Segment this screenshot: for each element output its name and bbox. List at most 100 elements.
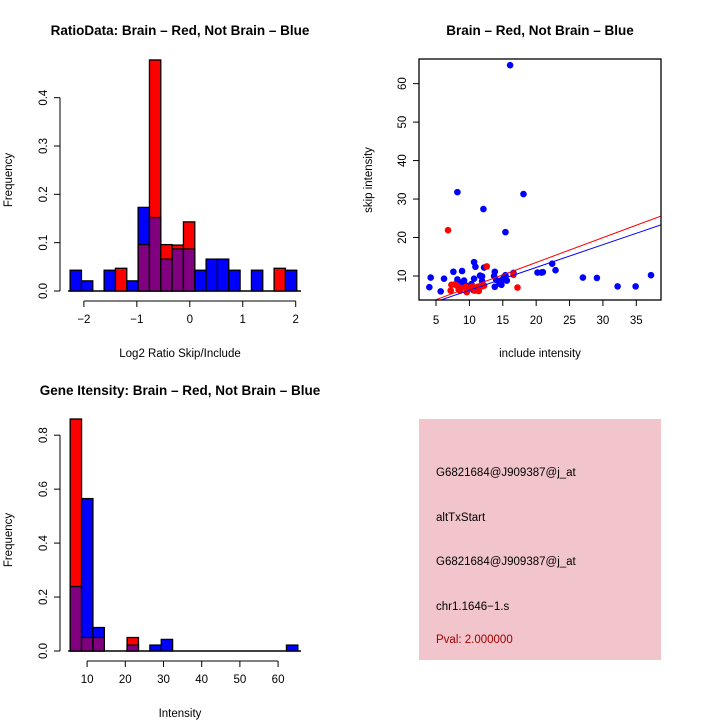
point-not-brain: [520, 190, 527, 198]
fit-line-brain: [435, 215, 661, 300]
bar-not-brain: [250, 269, 264, 292]
x-tick-label: 20: [530, 315, 543, 327]
info-panel: G6821684@J909387@j_at altTxStart G682168…: [419, 419, 661, 660]
point-brain: [447, 287, 455, 294]
y-tick-label: 0.4: [38, 89, 50, 106]
y-tick-label: 0.4: [38, 535, 50, 552]
y-tick-label: 0.0: [38, 643, 50, 659]
bar-not-brain: [194, 269, 207, 292]
x-tick-label: 15: [496, 315, 509, 327]
bar-not-brain: [149, 644, 162, 652]
scatter-plot: 5 10 15 20 25 30 35 10 20 30 40 50 60: [397, 58, 662, 327]
x-tick-label: 50: [233, 674, 246, 686]
y-tick-label: 0.8: [38, 427, 50, 443]
bar-not-brain: [80, 497, 94, 652]
ratio-histogram: −2 −1 0 1 2 0.0 0.1 0.2 0.3 0.4: [38, 59, 301, 326]
bar-not-brain: [285, 644, 299, 652]
y-tick-label: 10: [397, 270, 409, 283]
point-not-brain: [454, 188, 461, 196]
point-not-brain: [506, 61, 514, 69]
y-tick-label: 60: [397, 77, 409, 90]
point-not-brain: [450, 268, 457, 276]
info-line-event-type: altTxStart: [436, 512, 486, 524]
intensity-histogram: 10 20 30 40 50 60 0.0 0.2 0.4 0.6 0.8: [38, 418, 301, 686]
point-not-brain: [539, 268, 547, 276]
point-not-brain: [491, 268, 499, 276]
y-tick-label: 0.3: [38, 138, 50, 154]
y-tick-label: 0.2: [38, 186, 50, 202]
point-brain: [483, 263, 491, 270]
ratio-y-label: Frequency: [3, 153, 15, 208]
y-tick-label: 20: [397, 231, 409, 244]
point-not-brain: [427, 274, 434, 281]
bar-overlap: [160, 258, 173, 292]
x-tick-label: 10: [81, 674, 94, 686]
bar-overlap: [137, 243, 151, 292]
point-not-brain: [552, 266, 559, 274]
scatter-x-label: include intensity: [499, 348, 581, 360]
x-tick-label: 25: [563, 315, 576, 327]
info-line-probe: G6821684@J909387@j_at: [436, 467, 577, 479]
point-brain: [475, 287, 483, 295]
bar-brain: [114, 267, 128, 292]
info-line-location: chr1.1646−1.s: [436, 601, 509, 613]
y-tick-label: 50: [397, 116, 409, 129]
bar-not-brain: [69, 269, 83, 292]
point-not-brain: [480, 205, 487, 213]
y-tick-label: 0.0: [38, 283, 50, 299]
point-not-brain: [498, 281, 505, 289]
plot-frame: [418, 58, 662, 301]
point-brain: [514, 284, 521, 291]
bar-overlap: [80, 636, 94, 652]
point-not-brain: [647, 271, 655, 279]
info-panel-background: [419, 419, 661, 660]
info-pval: Pval: 2.000000: [436, 634, 513, 646]
intensity-x-label: Intensity: [159, 708, 202, 720]
y-tick-label: 0.2: [38, 589, 50, 605]
bar-not-brain: [80, 280, 94, 292]
point-not-brain: [472, 263, 479, 271]
bar-overlap: [69, 585, 83, 652]
point-not-brain: [470, 275, 478, 282]
point-not-brain: [458, 267, 466, 275]
point-not-brain: [478, 273, 486, 280]
bar-brain: [273, 267, 287, 292]
bar-overlap: [171, 248, 185, 292]
point-not-brain: [437, 288, 444, 295]
x-tick-label: 10: [463, 315, 476, 327]
bar-not-brain: [103, 269, 117, 292]
y-tick-label: 0.1: [38, 235, 50, 251]
bar-overlap: [92, 636, 105, 652]
x-tick-label: 30: [597, 315, 610, 327]
point-not-brain: [491, 283, 499, 291]
point-not-brain: [579, 274, 587, 281]
point-not-brain: [502, 228, 509, 236]
bar-not-brain: [160, 638, 174, 652]
x-tick-label: −1: [130, 314, 143, 326]
x-tick-label: 5: [433, 315, 439, 327]
scatter-y-label: skip intensity: [363, 147, 375, 213]
x-tick-label: 1: [240, 314, 246, 326]
x-tick-label: 40: [195, 674, 208, 686]
x-tick-label: 35: [630, 315, 643, 327]
intensity-chart-title: Gene Itensity: Brain – Red, Not Brain – …: [40, 383, 321, 398]
point-not-brain: [426, 283, 433, 291]
y-tick-label: 30: [397, 193, 409, 206]
point-brain: [444, 226, 452, 234]
y-tick-label: 0.6: [38, 481, 50, 497]
bar-not-brain: [205, 258, 219, 292]
x-tick-label: 2: [293, 314, 299, 326]
bar-not-brain: [228, 269, 241, 292]
scatter-chart-title: Brain – Red, Not Brain – Blue: [446, 23, 634, 38]
bar-not-brain: [126, 280, 139, 292]
point-not-brain: [503, 277, 511, 284]
y-tick-label: 40: [397, 154, 409, 167]
info-line-probe-2: G6821684@J909387@j_at: [436, 556, 577, 568]
fit-line-not-brain: [439, 224, 661, 300]
bar-not-brain: [216, 258, 230, 292]
x-tick-label: 20: [119, 674, 132, 686]
ratio-x-label: Log2 Ratio Skip/Include: [119, 348, 240, 360]
bar-not-brain: [284, 269, 298, 292]
point-not-brain: [593, 274, 601, 282]
